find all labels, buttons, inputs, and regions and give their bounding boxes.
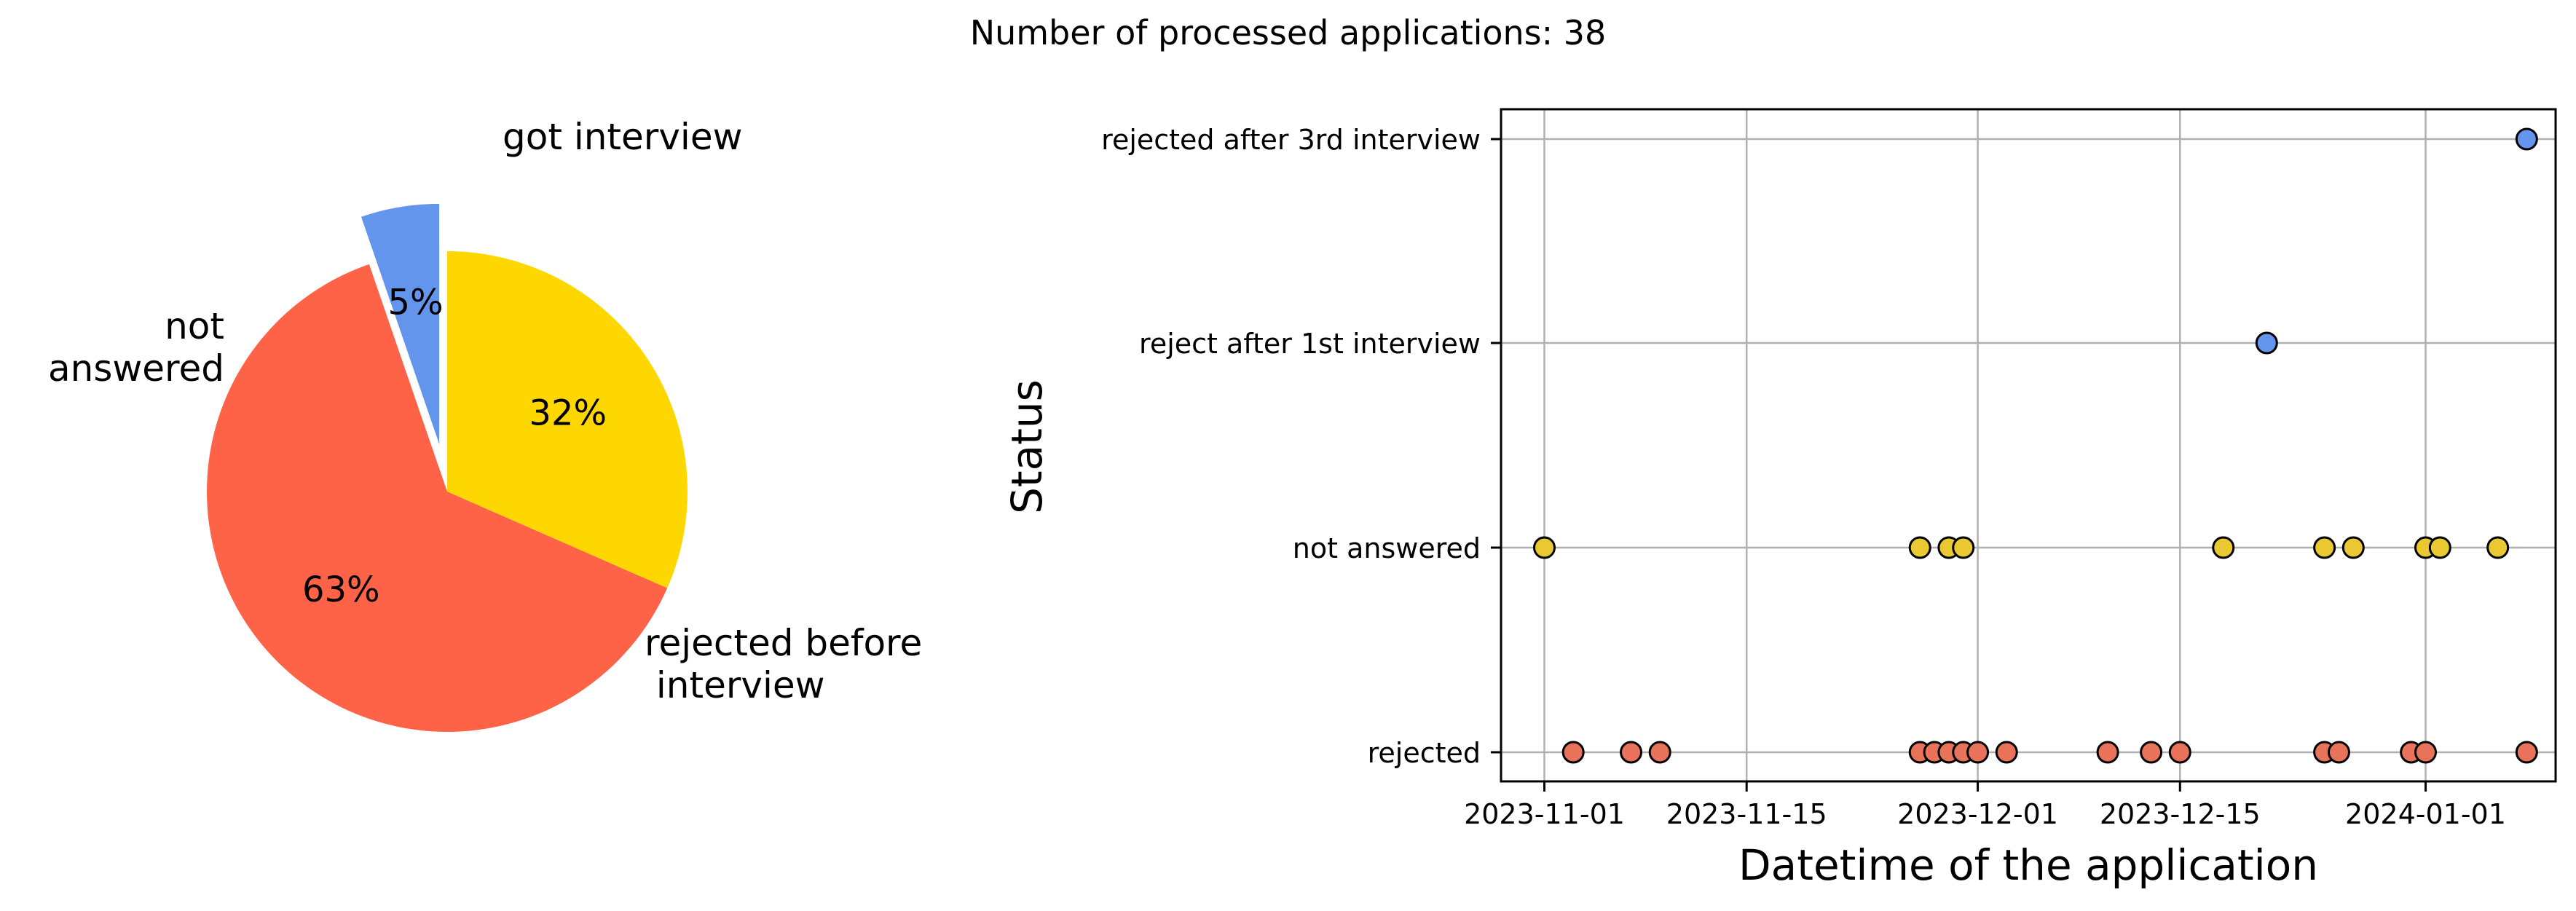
data-point — [2486, 536, 2510, 559]
pie-category-label-line: not — [165, 305, 224, 347]
x-tick-label: 2023-12-01 — [1897, 798, 2058, 830]
pie-category-label: rejected before interview — [645, 622, 922, 706]
data-point — [2428, 536, 2451, 559]
data-point — [2096, 741, 2119, 764]
pie-slice — [207, 264, 668, 732]
pie-slice — [447, 251, 688, 588]
pie-category-label-line: answered — [48, 347, 224, 390]
pie-percent-label: 63% — [302, 569, 380, 610]
data-point — [1533, 536, 1556, 559]
x-axis-title: Datetime of the application — [1738, 840, 2318, 890]
data-point — [2327, 741, 2350, 764]
data-point — [2140, 741, 2163, 764]
data-point — [1620, 741, 1643, 764]
data-point — [2313, 536, 2336, 559]
pie-category-label-line: interview — [645, 664, 825, 706]
data-point — [2515, 127, 2538, 151]
data-point — [1648, 741, 1671, 764]
scatter-chart: 2023-11-01 2023-11-15 2023-12-01 2023-12-15… — [1002, 108, 2557, 890]
data-point — [2168, 741, 2191, 764]
y-tick-label: not answered — [1293, 532, 1481, 564]
data-point — [2414, 741, 2437, 764]
y-tick-label: rejected — [1368, 737, 1481, 769]
y-tick-label: reject after 1st interview — [1139, 328, 1481, 360]
data-point — [1995, 741, 2018, 764]
x-tick-label: 2023-11-01 — [1464, 798, 1625, 830]
pie-category-label: not answered — [48, 305, 224, 390]
x-tick-label: 2023-12-15 — [2100, 798, 2261, 830]
y-tick-label: rejected after 3rd interview — [1101, 124, 1481, 156]
y-axis-title: Status — [1002, 379, 1052, 514]
data-point — [2515, 741, 2538, 764]
data-point — [1952, 536, 1975, 559]
pie-slice — [361, 203, 440, 444]
pie-percent-label: 5% — [387, 283, 443, 323]
pie-percent-label: 32% — [529, 393, 607, 434]
data-point — [1966, 741, 1990, 764]
data-point — [1908, 536, 1931, 559]
data-point — [2212, 536, 2235, 559]
x-tick-label: 2023-11-15 — [1666, 798, 1827, 830]
pie-category-label: got interview — [503, 116, 742, 158]
pie-category-label-line: rejected before — [645, 622, 922, 664]
pie-category-label-line: got interview — [503, 116, 742, 158]
data-point — [1561, 741, 1585, 764]
figure-title: Number of processed applications: 38 — [969, 13, 1607, 52]
x-tick-label: 2024-01-01 — [2345, 798, 2506, 830]
pie-chart: 5% got interview 63% rejected before interv… — [48, 116, 922, 732]
data-point — [2341, 536, 2365, 559]
data-point — [2255, 331, 2278, 355]
plot-frame — [1500, 108, 2557, 783]
